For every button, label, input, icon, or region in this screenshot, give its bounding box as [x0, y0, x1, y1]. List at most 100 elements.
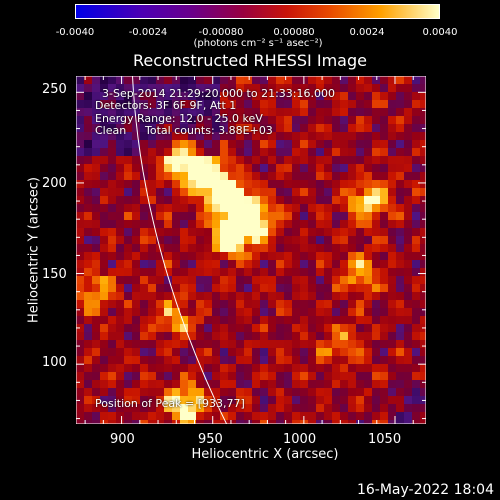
heatmap-cell [236, 364, 244, 372]
heatmap-cell [268, 108, 276, 116]
heatmap-cell [188, 396, 196, 404]
heatmap-cell [84, 388, 92, 396]
heatmap-cell [356, 204, 364, 212]
heatmap-cell [172, 364, 180, 372]
heatmap-cell [196, 340, 204, 348]
heatmap-cell [204, 204, 212, 212]
heatmap-cell [188, 108, 196, 116]
heatmap-cell [108, 132, 116, 140]
heatmap-cell [180, 108, 188, 116]
heatmap-cell [316, 116, 324, 124]
heatmap-cell [284, 324, 292, 332]
heatmap-cell [284, 148, 292, 156]
heatmap-cell [236, 340, 244, 348]
heatmap-cell [292, 388, 300, 396]
heatmap-cell [244, 84, 252, 92]
heatmap-cell [228, 124, 236, 132]
heatmap-cell [76, 412, 84, 420]
heatmap-cell [404, 260, 412, 268]
heatmap-cell [300, 148, 308, 156]
heatmap-cell [316, 348, 324, 356]
heatmap-cell [308, 308, 316, 316]
heatmap-cell [164, 204, 172, 212]
heatmap-cell [420, 76, 426, 84]
heatmap-cell [228, 332, 236, 340]
heatmap-cell [388, 292, 396, 300]
heatmap-cell [108, 228, 116, 236]
heatmap-cell [348, 108, 356, 116]
heatmap-cell [380, 108, 388, 116]
heatmap-cell [340, 412, 348, 420]
heatmap-cell [260, 300, 268, 308]
heatmap-cell [412, 116, 420, 124]
heatmap-cell [188, 196, 196, 204]
heatmap-cell [76, 116, 84, 124]
heatmap-cell [124, 132, 132, 140]
heatmap-cell [124, 76, 132, 84]
heatmap-cell [340, 340, 348, 348]
heatmap-cell [388, 220, 396, 228]
heatmap-cell [124, 260, 132, 268]
heatmap-cell [292, 164, 300, 172]
heatmap-cell [316, 92, 324, 100]
heatmap-cell [228, 388, 236, 396]
heatmap-cell [308, 204, 316, 212]
heatmap-cell [204, 244, 212, 252]
heatmap-cell [380, 140, 388, 148]
heatmap-cell [236, 244, 244, 252]
heatmap-cell [164, 396, 172, 404]
heatmap-cell [156, 340, 164, 348]
heatmap-cell [116, 260, 124, 268]
heatmap-cell [316, 356, 324, 364]
heatmap-cell [164, 268, 172, 276]
heatmap-cell [172, 396, 180, 404]
heatmap-cell [420, 308, 426, 316]
heatmap-cell [212, 156, 220, 164]
heatmap-cell [332, 340, 340, 348]
heatmap-cell [332, 300, 340, 308]
heatmap-cell [228, 260, 236, 268]
heatmap-cell [340, 404, 348, 412]
heatmap-cell [116, 388, 124, 396]
colorbar-tick-label: 0.00080 [273, 27, 315, 38]
heatmap-cell [284, 172, 292, 180]
heatmap-cell [260, 388, 268, 396]
heatmap-cell [164, 132, 172, 140]
heatmap-cell [404, 268, 412, 276]
heatmap-cell [396, 164, 404, 172]
heatmap-cell [204, 292, 212, 300]
heatmap-cell [196, 84, 204, 92]
heatmap-cell [124, 92, 132, 100]
heatmap-cell [300, 356, 308, 364]
heatmap-cell [348, 308, 356, 316]
heatmap-cell [84, 372, 92, 380]
heatmap-cell [132, 356, 140, 364]
heatmap-cell [284, 132, 292, 140]
heatmap-cell [308, 420, 316, 424]
heatmap-cell [92, 204, 100, 212]
heatmap-cell [124, 412, 132, 420]
heatmap-cell [244, 260, 252, 268]
heatmap-cell [212, 204, 220, 212]
heatmap-cell [300, 132, 308, 140]
heatmap-cell [204, 340, 212, 348]
heatmap-cell [268, 404, 276, 412]
heatmap-cell [244, 388, 252, 396]
heatmap-cell [244, 340, 252, 348]
heatmap-cell [244, 356, 252, 364]
heatmap-cell [420, 140, 426, 148]
heatmap-cell [252, 132, 260, 140]
heatmap-cell [132, 260, 140, 268]
heatmap-cell [396, 188, 404, 196]
heatmap-cell [380, 412, 388, 420]
heatmap-cell [388, 268, 396, 276]
heatmap-cell [164, 172, 172, 180]
colorbar-units: (photons cm⁻² s⁻¹ asec⁻²) [193, 38, 323, 49]
heatmap-cell [396, 340, 404, 348]
heatmap-cell [332, 236, 340, 244]
heatmap-cell [220, 164, 228, 172]
heatmap-cell [372, 348, 380, 356]
heatmap-cell [276, 140, 284, 148]
heatmap-cell [188, 204, 196, 212]
heatmap-cell [268, 180, 276, 188]
